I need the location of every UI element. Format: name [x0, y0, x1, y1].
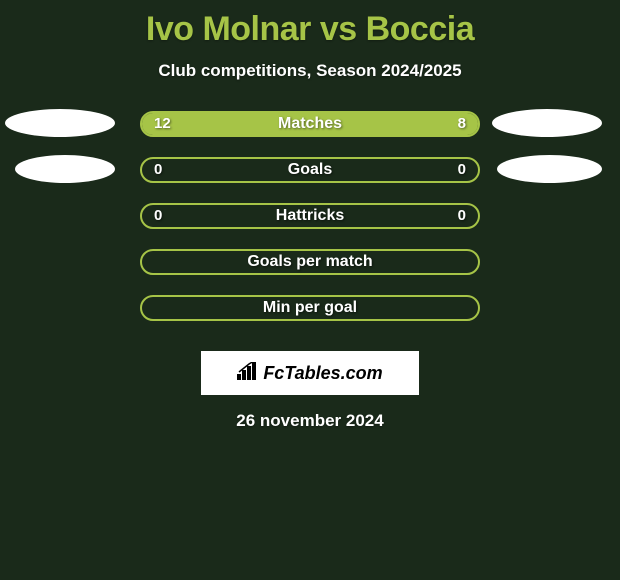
stat-row: Min per goal	[10, 295, 610, 341]
stat-row: 0 Goals 0	[10, 157, 610, 203]
stat-value-left: 0	[154, 161, 162, 178]
subtitle: Club competitions, Season 2024/2025	[0, 61, 620, 81]
stat-value-right: 0	[458, 161, 466, 178]
logo-text: FcTables.com	[263, 363, 382, 384]
stat-label: Matches	[278, 115, 342, 133]
stat-bar-goals-per-match: Goals per match	[140, 249, 480, 275]
stat-row: 0 Hattricks 0	[10, 203, 610, 249]
stat-bar-goals: 0 Goals 0	[140, 157, 480, 183]
chart-icon	[237, 362, 259, 385]
stat-label: Goals per match	[247, 253, 372, 271]
stat-bar-min-per-goal: Min per goal	[140, 295, 480, 321]
stat-bar-matches: 12 Matches 8	[140, 111, 480, 137]
comparison-content: 12 Matches 8 0 Goals 0 0 Hattricks 0 Goa…	[0, 111, 620, 341]
stat-value-right: 0	[458, 207, 466, 224]
stat-label: Goals	[288, 161, 332, 179]
stat-value-right: 8	[458, 115, 466, 132]
page-title: Ivo Molnar vs Boccia	[0, 0, 620, 49]
stat-row: Goals per match	[10, 249, 610, 295]
stat-value-left: 0	[154, 207, 162, 224]
stat-row: 12 Matches 8	[10, 111, 610, 157]
date-label: 26 november 2024	[0, 411, 620, 431]
stat-label: Min per goal	[263, 299, 357, 317]
source-logo: FcTables.com	[201, 351, 419, 395]
stat-label: Hattricks	[276, 207, 344, 225]
stat-value-left: 12	[154, 115, 171, 132]
stat-bar-hattricks: 0 Hattricks 0	[140, 203, 480, 229]
